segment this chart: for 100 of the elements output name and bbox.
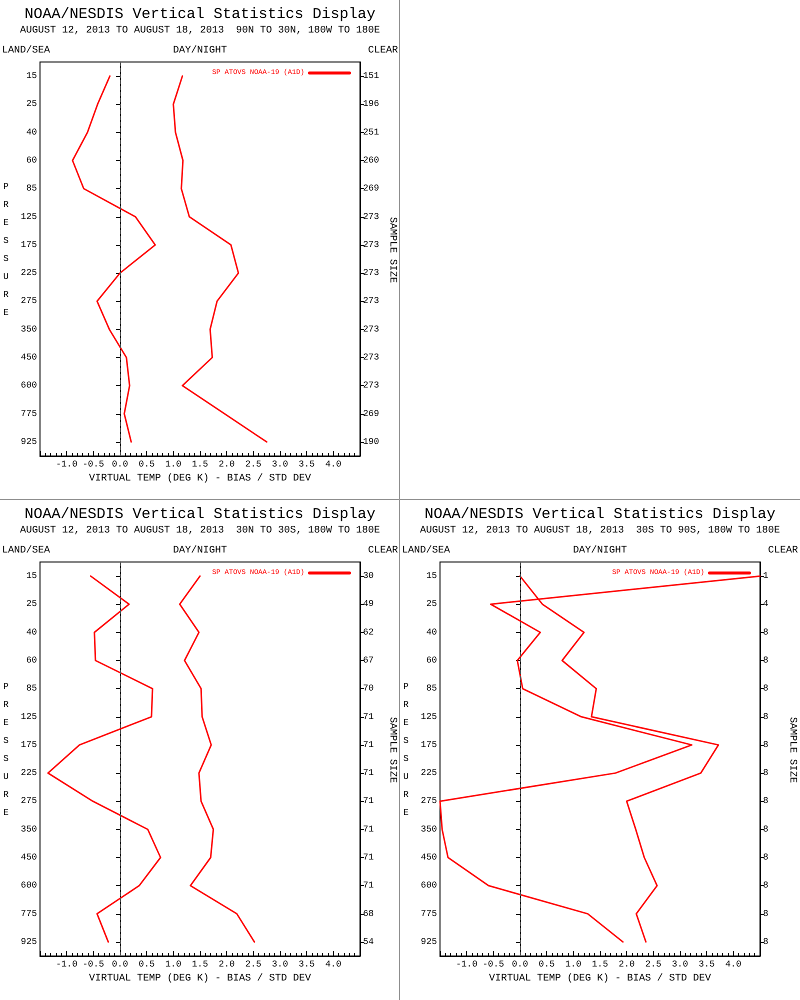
y2-tick-label: 273 [363,212,380,222]
y2-tick-label: 8 [763,880,768,891]
y-tick-label: 40 [26,627,37,638]
y2-tick-label: 71 [363,880,374,891]
y-tick-label: 25 [426,599,437,610]
y-axis-title: PRESSURE [403,682,410,818]
y2-axis-title: SAMPLE SIZE [386,216,398,284]
text: CLEAR [368,546,398,556]
text: CLEAR [368,46,398,56]
y2-tick-label: 273 [363,324,380,334]
y-tick-label: 450 [420,852,437,862]
y2-tick-label: 273 [363,380,380,391]
y2-tick-label: 8 [763,627,768,638]
text: LAND/SEA [2,544,50,556]
chart-title: NOAA/NESDIS Vertical Statistics Display [24,6,376,23]
x-tick-label: 2.5 [245,960,262,970]
x-tick-label: 3.0 [272,460,288,470]
y-tick-label: 25 [26,99,37,110]
x-tick-label: 3.5 [698,960,715,970]
y-tick-label: 350 [420,824,437,834]
y-tick-label: 15 [426,571,437,582]
y2-tick-label: 8 [763,908,768,919]
y-tick-label: 85 [26,184,37,194]
y2-tick-label: 190 [363,436,380,447]
x-tick-label: 2.0 [618,960,635,970]
x-tick-label: 1.0 [165,960,182,970]
y-tick-label: 600 [20,880,37,891]
y-tick-label: 40 [26,127,37,138]
y2-tick-label: 62 [363,627,374,638]
y-tick-label: 25 [26,599,37,610]
y2-tick-label: 260 [363,156,380,166]
text: DAY/NIGHT [172,544,228,556]
y2-tick-label: 273 [363,268,380,278]
x-axis-title: VIRTUAL TEMP (DEG K) - BIAS / STD DEV [88,972,312,984]
y-tick-label: 85 [426,684,437,694]
x-tick-label: -0.5 [482,960,504,970]
x-tick-label: 4.0 [725,960,742,970]
chart-subtitle: AUGUST 12, 2013 TO AUGUST 18, 2013 90N TO 30N, 180W TO 180E [20,26,380,36]
x-tick-label: 3.0 [272,960,288,970]
y2-tick-label: 269 [363,408,380,419]
y-tick-label: 925 [20,936,37,947]
y2-tick-label: 71 [363,712,374,722]
y2-tick-label: 8 [763,824,768,834]
y-tick-label: 175 [20,240,37,250]
y-tick-label: 775 [20,408,37,419]
y2-tick-label: 251 [363,127,380,138]
y2-tick-label: 8 [763,656,768,666]
y2-tick-label: 8 [763,768,768,778]
y2-tick-label: 67 [363,656,374,666]
y2-tick-label: 71 [363,824,374,834]
text: DAY/NIGHT [572,544,628,556]
x-tick-label: 1.5 [192,960,208,970]
chart-title: NOAA/NESDIS Vertical Statistics Display [424,506,776,523]
x-tick-label: -1.0 [456,960,478,970]
y2-tick-label: 54 [363,936,374,947]
y-tick-label: 60 [26,156,37,166]
x-tick-label: 3.5 [298,460,315,470]
text: CLEAR [768,546,798,556]
x-tick-label: 2.5 [645,960,662,970]
x-tick-label: 0.0 [112,960,128,970]
y2-tick-label: 71 [363,768,374,778]
x-tick-label: -0.5 [82,960,104,970]
y-tick-label: 60 [26,656,37,666]
y-tick-label: 925 [20,436,37,447]
y2-tick-label: 8 [763,852,768,862]
y-tick-label: 85 [26,684,37,694]
y-tick-label: 450 [20,852,37,862]
y-tick-label: 125 [420,712,437,722]
y-tick-label: 15 [26,571,37,582]
y-tick-label: 775 [20,908,37,919]
x-tick-label: 4.0 [325,460,342,470]
x-tick-label: 2.5 [245,460,262,470]
x-tick-label: 1.0 [565,960,582,970]
y-tick-label: 175 [420,740,437,750]
x-tick-label: -1.0 [56,460,78,470]
y-tick-label: 350 [20,324,37,334]
y2-tick-label: 8 [763,936,768,947]
y-tick-label: 225 [20,268,37,278]
x-tick-label: -1.0 [56,960,78,970]
y-tick-label: 60 [426,656,437,666]
x-tick-label: 3.0 [672,960,688,970]
y2-tick-label: 71 [363,796,374,806]
x-tick-label: -0.5 [82,460,104,470]
y2-tick-label: 49 [363,599,374,610]
y2-tick-label: 70 [363,684,374,694]
y-tick-label: 15 [26,71,37,82]
x-tick-label: 0.5 [538,960,555,970]
x-axis-title: VIRTUAL TEMP (DEG K) - BIAS / STD DEV [488,972,712,984]
y2-tick-label: 30 [363,571,374,582]
y-tick-label: 775 [420,908,437,919]
y-axis-title: PRESSURE [3,682,10,818]
chart-subtitle: AUGUST 12, 2013 TO AUGUST 18, 2013 30N TO 30S, 180W TO 180E [20,526,380,536]
text: DAY/NIGHT [172,44,228,56]
y-axis-title: PRESSURE [3,182,10,318]
x-tick-label: 2.0 [218,460,235,470]
y-tick-label: 275 [20,296,37,306]
y2-tick-label: 8 [763,740,768,750]
x-tick-label: 0.0 [112,460,128,470]
y2-tick-label: 4 [763,599,768,610]
y2-tick-label: 269 [363,184,380,194]
